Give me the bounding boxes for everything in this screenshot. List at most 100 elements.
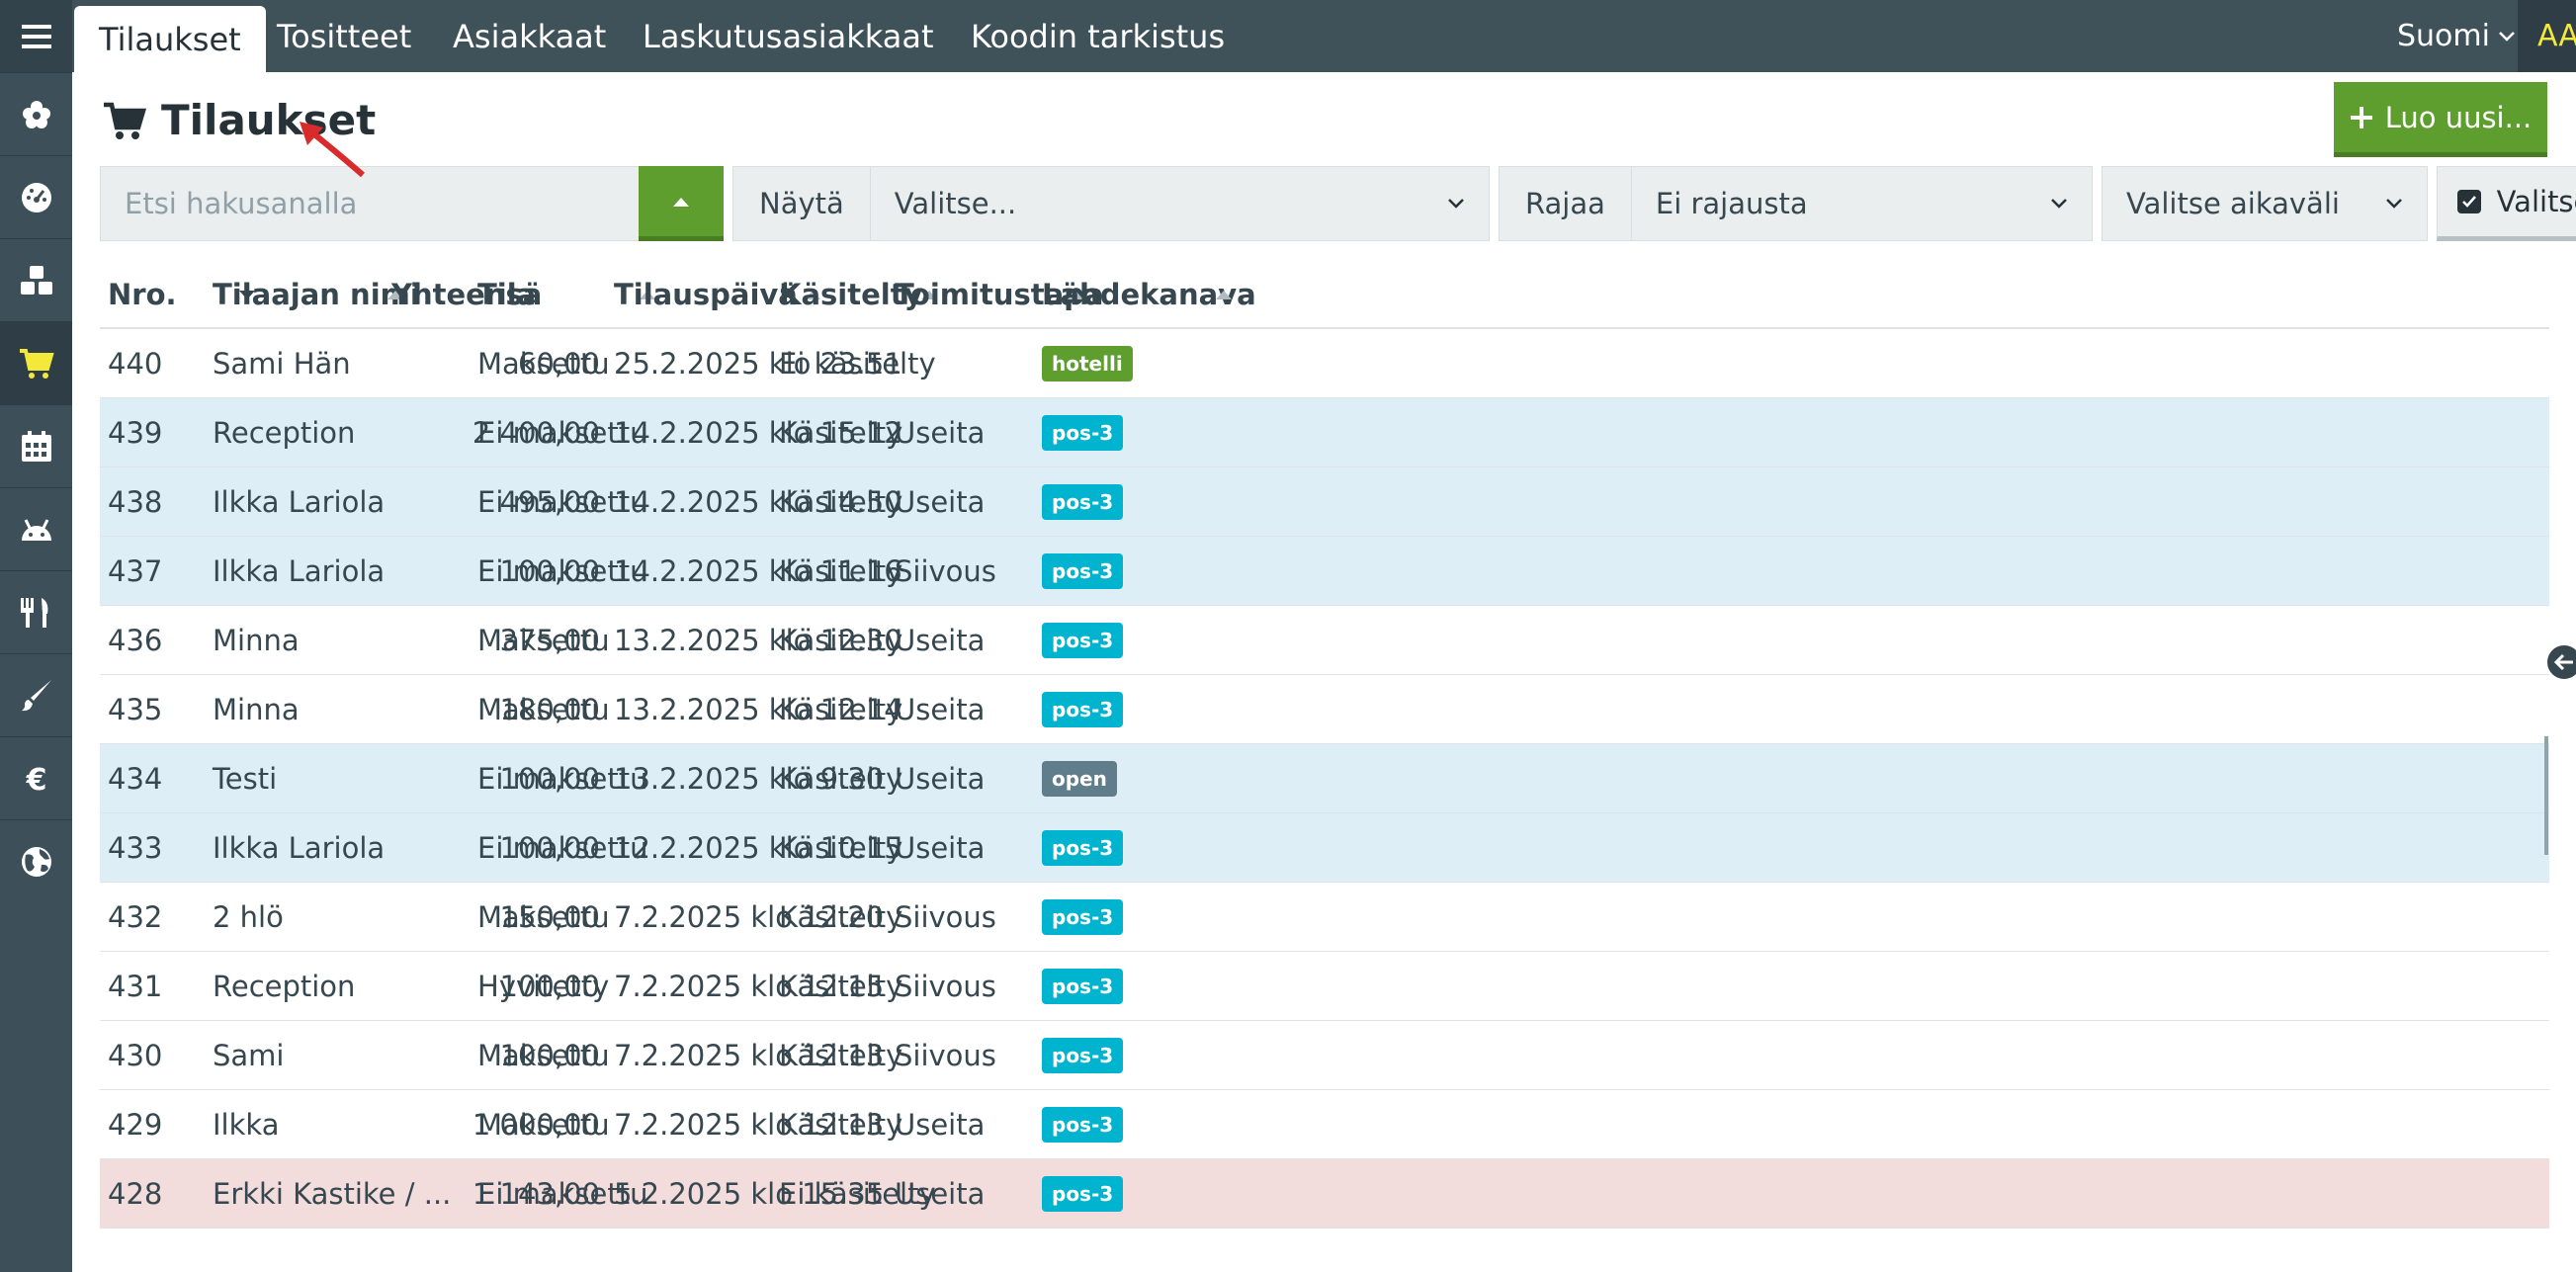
cell-channel: pos-3 xyxy=(1042,813,1124,883)
column-header-total[interactable]: Yhteensä xyxy=(391,278,543,311)
column-header-nro[interactable]: Nro. xyxy=(108,278,177,311)
svg-text:€: € xyxy=(25,763,46,798)
tab-koodin-tarkistus[interactable]: Koodin tarkistus xyxy=(971,17,1226,55)
sidebar-item-calendar[interactable] xyxy=(0,404,72,487)
cell-status: Ei maksettu xyxy=(477,831,648,865)
sort-asc-icon xyxy=(640,291,655,299)
search-options-toggle-button[interactable] xyxy=(639,166,724,241)
limit-filter-select[interactable]: Ei rajausta xyxy=(1632,167,2092,240)
tab-tilaukset[interactable]: Tilaukset xyxy=(74,6,266,72)
column-header-status[interactable]: Tila xyxy=(477,278,537,311)
sort-asc-icon xyxy=(387,291,403,299)
chevron-down-icon xyxy=(2051,199,2067,209)
cell-delivery: Useita xyxy=(895,416,986,450)
date-range-select[interactable]: Valitse aikaväli xyxy=(2102,166,2428,241)
select-rows-button[interactable]: Valitse xyxy=(2437,166,2576,241)
column-header-date[interactable]: Tilauspäivä xyxy=(614,278,798,311)
table-row[interactable]: 429 Ilkka 1 000,00 Maksettu 7.2.2025 klo 12.… xyxy=(100,1090,2549,1159)
cell-channel: pos-3 xyxy=(1042,952,1124,1021)
cell-total: 180,00 xyxy=(499,693,600,726)
sidebar-item-finance[interactable]: € xyxy=(0,736,72,819)
table-row[interactable]: 436 Minna 375,00 Maksettu 13.2.2025 klo 12.3… xyxy=(100,606,2549,675)
sidebar-item-dashboard[interactable] xyxy=(0,155,72,238)
cell-handled: Käsitelty xyxy=(779,693,903,726)
table-row[interactable]: 432 2 hlö 150,00 Maksettu 7.2.2025 klo 12.20… xyxy=(100,883,2549,952)
language-label: Suomi xyxy=(2397,19,2490,53)
date-range-value: Valitse aikaväli xyxy=(2126,187,2340,220)
shopping-cart-icon xyxy=(104,102,147,139)
cell-date: 25.2.2025 klo 23.51 xyxy=(614,347,902,381)
user-tools: AA xyxy=(2518,0,2576,72)
arrow-left-icon xyxy=(2553,653,2573,671)
cell-channel: pos-3 xyxy=(1042,398,1124,467)
cell-total: 2 400,00 xyxy=(472,416,600,450)
sidebar-item-appearance[interactable] xyxy=(0,653,72,736)
cell-status: Ei maksettu xyxy=(477,485,648,519)
cutlery-icon xyxy=(20,597,47,628)
cell-name: Testi xyxy=(213,762,278,796)
column-header-delivery[interactable]: Toimitustapa xyxy=(895,278,1104,311)
cell-nro: 433 xyxy=(108,831,163,865)
cell-handled: Käsitelty xyxy=(779,762,903,796)
tab-laskutusasiakkaat[interactable]: Laskutusasiakkaat xyxy=(643,17,934,55)
column-header-handled[interactable]: Käsitelty xyxy=(779,278,923,311)
search-input[interactable] xyxy=(100,166,639,241)
font-size-toggle[interactable]: AA xyxy=(2537,19,2576,53)
cell-date: 5.2.2025 klo 15.35 xyxy=(614,1177,885,1211)
sidebar-item-products[interactable] xyxy=(0,238,72,321)
cell-date: 7.2.2025 klo 12.13 xyxy=(614,1108,885,1142)
channel-badge: hotelli xyxy=(1042,346,1133,382)
table-row[interactable]: 435 Minna 180,00 Maksettu 13.2.2025 klo 12.1… xyxy=(100,675,2549,744)
show-filter-select[interactable]: Valitse... xyxy=(871,167,1489,240)
sidebar-item-plugins[interactable] xyxy=(0,72,72,155)
scrollbar-thumb[interactable] xyxy=(2544,736,2548,855)
cell-channel: pos-3 xyxy=(1042,883,1124,952)
cell-status: Ei maksettu xyxy=(477,1177,648,1211)
sidebar-item-website[interactable] xyxy=(0,819,72,902)
table-row[interactable]: 440 Sami Hän 60,00 Maksettu 25.2.2025 klo 23… xyxy=(100,329,2549,398)
cell-total: 150,00 xyxy=(499,900,600,934)
cell-name: Ilkka Lariola xyxy=(213,554,386,588)
sidebar-item-integrations[interactable] xyxy=(0,487,72,570)
dashboard-gauge-icon xyxy=(21,182,51,212)
sidebar-item-orders[interactable] xyxy=(0,321,72,404)
chevron-down-icon xyxy=(2499,31,2515,42)
column-header-name[interactable]: Tilaajan nimi xyxy=(213,278,420,311)
flower-icon xyxy=(22,100,50,128)
cell-total: 1 000,00 xyxy=(472,1108,600,1142)
sort-asc-icon xyxy=(1216,291,1232,299)
table-row[interactable]: 437 Ilkka Lariola 100,00 Ei maksettu 14.2.20… xyxy=(100,537,2549,606)
cell-date: 14.2.2025 klo 15.12 xyxy=(614,416,902,450)
cell-handled: Käsitelty xyxy=(779,416,903,450)
table-row[interactable]: 433 Ilkka Lariola 100,00 Ei maksettu 12.2.20… xyxy=(100,813,2549,883)
create-new-button[interactable]: Luo uusi... xyxy=(2334,82,2547,157)
cell-total: 375,00 xyxy=(499,624,600,657)
limit-filter: Rajaa Ei rajausta xyxy=(1499,166,2093,241)
table-row[interactable]: 428 Erkki Kastike / ... 1 143,00 Ei maksett… xyxy=(100,1159,2549,1229)
cell-status: Maksettu xyxy=(477,347,610,381)
sidebar-item-restaurant[interactable] xyxy=(0,570,72,653)
channel-badge: pos-3 xyxy=(1042,692,1124,727)
cell-handled: Ei käsitelty xyxy=(779,347,936,381)
cell-nro: 428 xyxy=(108,1177,163,1211)
cell-name: Ilkka Lariola xyxy=(213,831,386,865)
cell-delivery: Useita xyxy=(895,693,986,726)
table-row[interactable]: 438 Ilkka Lariola 495,00 Ei maksettu 14.2.20… xyxy=(100,467,2549,537)
table-row[interactable]: 439 Reception 2 400,00 Ei maksettu 14.2.2025… xyxy=(100,398,2549,467)
tab-tositteet[interactable]: Tositteet xyxy=(277,17,412,55)
tab-asiakkaat[interactable]: Asiakkaat xyxy=(453,17,607,55)
cell-handled: Käsitelty xyxy=(779,1108,903,1142)
channel-badge: pos-3 xyxy=(1042,1107,1124,1143)
panel-collapse-button[interactable] xyxy=(2544,642,2576,682)
table-row[interactable]: 431 Reception 100,00 Hyvitetty 7.2.2025 klo … xyxy=(100,952,2549,1021)
cell-handled: Käsitelty xyxy=(779,554,903,588)
table-row[interactable]: 434 Testi 100,00 Ei maksettu 13.2.2025 klo 9… xyxy=(100,744,2549,813)
cell-nro: 431 xyxy=(108,970,163,1003)
language-selector[interactable]: Suomi xyxy=(2397,0,2516,72)
cell-date: 14.2.2025 klo 11.16 xyxy=(614,554,902,588)
table-row[interactable]: 430 Sami 100,00 Maksettu 7.2.2025 klo 12.13 K… xyxy=(100,1021,2549,1090)
cell-handled: Käsitelty xyxy=(779,485,903,519)
hamburger-menu-button[interactable] xyxy=(0,0,72,72)
cell-total: 100,00 xyxy=(499,554,600,588)
show-filter-label: Näytä xyxy=(733,167,871,240)
